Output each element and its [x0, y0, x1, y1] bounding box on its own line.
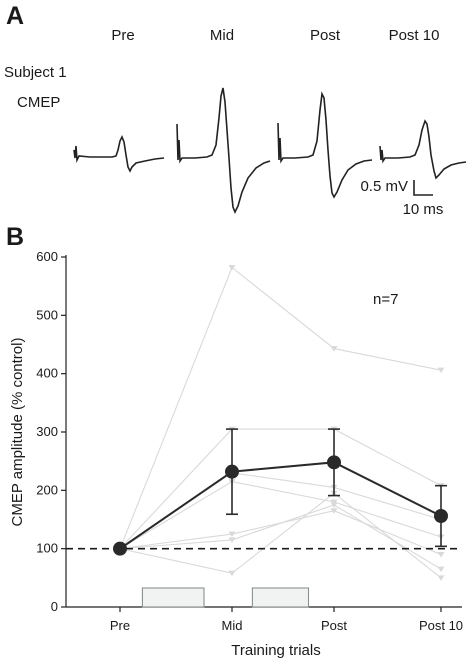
individual-series-line: [119, 472, 442, 550]
training-block: [251, 587, 310, 608]
y-tick-label: 300: [36, 424, 58, 439]
individual-series-line: [119, 504, 442, 570]
individual-point: [228, 537, 236, 543]
individual-point: [228, 265, 236, 271]
y-tick-label: 100: [36, 541, 58, 556]
subject-label: Subject 1: [4, 64, 67, 81]
condition-label-post: Post: [310, 27, 341, 44]
plot-area: 0 100 200 300 400 500 600 Pre Mid Post Post 10: [36, 249, 463, 633]
cmep-trace-pre: [73, 135, 165, 173]
individual-series-line: [119, 481, 442, 550]
mean-point: [434, 509, 448, 523]
x-tick-label: Post 10: [419, 618, 463, 633]
x-tick-label: Pre: [110, 618, 130, 633]
panel-b-label: B: [6, 223, 24, 251]
individual-series-line: [119, 266, 442, 549]
mean-point: [225, 464, 239, 479]
scale-bar: [413, 180, 433, 196]
condition-label-pre: Pre: [111, 27, 134, 44]
individual-point: [437, 552, 445, 558]
cmep-trace-post: [277, 91, 373, 199]
mean-series-line: [119, 461, 442, 550]
individual-point: [437, 575, 445, 581]
panel-a: A Pre Mid Post Post 10 Subject 1 CMEP 0.…: [4, 2, 467, 218]
individual-point: [330, 508, 338, 514]
x-tick-label: Post: [321, 618, 347, 633]
y-axis-label: CMEP amplitude (% control): [9, 338, 26, 527]
individual-point: [228, 531, 236, 538]
condition-label-mid: Mid: [210, 27, 234, 44]
individual-point: [228, 570, 236, 577]
individual-point: [437, 367, 445, 374]
y-tick-label: 400: [36, 366, 58, 381]
y-tick-label: 500: [36, 307, 58, 322]
individual-point: [330, 502, 338, 508]
measure-label: CMEP: [17, 94, 60, 111]
y-tick-label: 0: [51, 599, 58, 614]
cmep-trace-mid: [176, 87, 271, 214]
panel-a-label: A: [6, 2, 24, 30]
individual-point: [437, 566, 445, 573]
panel-b: B CMEP amplitude (% control) Training tr…: [6, 223, 463, 659]
x-tick-label: Mid: [222, 618, 243, 633]
condition-label-post10: Post 10: [389, 27, 440, 44]
individual-series-line: [119, 492, 442, 579]
mean-point: [327, 455, 341, 470]
y-tick-label: 600: [36, 249, 58, 264]
cmep-trace-post10: [379, 119, 467, 180]
mean-point: [113, 541, 127, 556]
scale-amplitude-label: 0.5 mV: [360, 178, 408, 195]
training-block: [141, 587, 205, 608]
scale-time-label: 10 ms: [403, 201, 444, 218]
y-tick-label: 200: [36, 482, 58, 497]
individual-point: [330, 499, 338, 505]
individual-point: [330, 346, 338, 352]
individual-series-line: [119, 428, 442, 550]
x-axis-label: Training trials: [231, 642, 320, 659]
n-annotation: n=7: [373, 291, 398, 308]
